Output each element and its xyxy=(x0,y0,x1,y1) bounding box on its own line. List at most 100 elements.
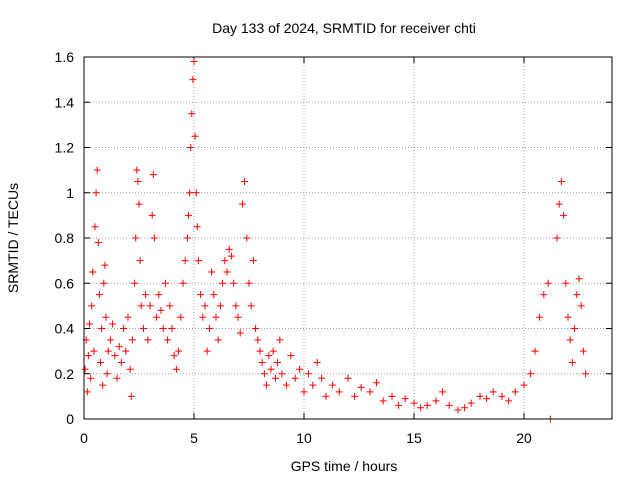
data-point xyxy=(124,313,132,321)
data-point xyxy=(379,397,387,405)
data-point xyxy=(132,234,140,242)
data-point xyxy=(241,177,249,185)
data-point xyxy=(329,381,337,389)
data-point xyxy=(535,313,543,321)
data-point xyxy=(161,279,169,287)
grid xyxy=(84,57,612,419)
data-point xyxy=(92,189,100,197)
data-point xyxy=(511,388,519,396)
data-point xyxy=(201,302,209,310)
data-point xyxy=(113,374,121,382)
data-point xyxy=(540,291,548,299)
data-point xyxy=(243,234,251,242)
data-point xyxy=(568,358,576,366)
data-point xyxy=(221,257,229,265)
data-point xyxy=(133,166,141,174)
data-point xyxy=(97,358,104,366)
data-point xyxy=(256,347,264,355)
data-point xyxy=(109,320,117,328)
data-point xyxy=(232,302,240,310)
data-point xyxy=(230,279,238,287)
data-point xyxy=(89,268,97,276)
data-point xyxy=(562,279,570,287)
data-point xyxy=(373,379,381,387)
data-point xyxy=(120,325,128,332)
data-point xyxy=(304,370,312,378)
data-point xyxy=(99,381,107,389)
y-tick-label: 0.6 xyxy=(55,275,75,291)
data-point xyxy=(245,279,253,287)
data-point xyxy=(193,223,201,231)
data-point xyxy=(117,358,125,366)
data-point xyxy=(544,279,552,287)
data-point xyxy=(388,392,396,400)
data-point xyxy=(172,365,180,373)
data-point xyxy=(150,234,158,242)
data-point xyxy=(483,395,491,403)
data-point xyxy=(269,347,277,355)
data-point xyxy=(203,347,211,355)
axis-ticks: 0 0.2 0.4 0.6 0.8 1 1.2 1.4 1.6 0 5 10 15 20 xyxy=(55,49,612,446)
data-point xyxy=(188,110,196,118)
data-point xyxy=(313,358,321,366)
data-point xyxy=(318,374,326,382)
data-points xyxy=(81,58,590,423)
data-point xyxy=(210,291,218,299)
data-point xyxy=(214,336,222,344)
data-point xyxy=(199,313,207,321)
data-point xyxy=(149,171,157,179)
y-axis-label: SRMTID / TECUs xyxy=(5,183,21,293)
data-point xyxy=(91,223,99,231)
data-point xyxy=(357,383,365,391)
data-point xyxy=(335,388,343,396)
x-tick-label: 20 xyxy=(516,430,532,446)
data-point xyxy=(101,261,109,269)
data-point xyxy=(111,352,119,360)
y-tick-label: 0.8 xyxy=(55,230,75,246)
data-point xyxy=(93,166,101,174)
data-point xyxy=(265,352,273,360)
plot-frame xyxy=(83,56,613,420)
data-point xyxy=(276,336,284,344)
data-point xyxy=(445,401,453,409)
data-point xyxy=(267,365,275,373)
data-point xyxy=(157,306,165,314)
data-point xyxy=(439,388,447,396)
data-point xyxy=(86,320,93,328)
data-point xyxy=(187,144,195,151)
data-point xyxy=(287,352,295,360)
data-point xyxy=(573,291,581,299)
x-tick-label: 15 xyxy=(406,430,422,446)
x-tick-label: 5 xyxy=(190,430,198,446)
data-point xyxy=(557,177,565,185)
data-point xyxy=(564,313,572,321)
data-point xyxy=(81,365,89,373)
data-point xyxy=(177,313,185,321)
data-point xyxy=(423,401,431,409)
data-point xyxy=(166,302,174,310)
data-point xyxy=(135,200,143,208)
data-point xyxy=(190,58,198,66)
data-point xyxy=(225,245,233,253)
data-point xyxy=(144,336,152,344)
data-point xyxy=(527,370,535,378)
data-point xyxy=(582,370,590,378)
data-point xyxy=(234,313,242,321)
data-point xyxy=(205,325,213,332)
data-point xyxy=(170,352,178,360)
data-point xyxy=(247,302,255,310)
data-point xyxy=(134,177,142,185)
data-point xyxy=(128,336,136,344)
data-point xyxy=(102,313,110,321)
data-point xyxy=(461,404,469,412)
data-point xyxy=(84,352,92,360)
data-point xyxy=(489,388,497,396)
data-point xyxy=(183,234,191,242)
data-point xyxy=(566,336,574,344)
data-point xyxy=(296,365,304,373)
data-point xyxy=(192,189,200,197)
data-point xyxy=(236,329,244,337)
data-point xyxy=(555,200,563,208)
data-point xyxy=(175,347,183,355)
data-point xyxy=(216,302,224,310)
